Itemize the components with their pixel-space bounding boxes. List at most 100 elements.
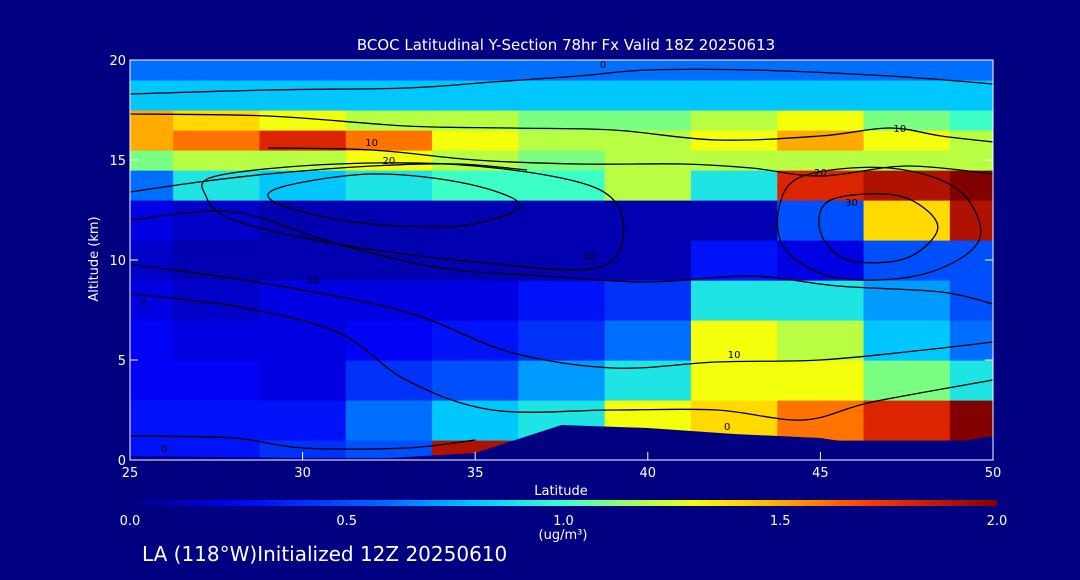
heatmap-cell [777, 150, 865, 171]
contour-label: 10 [307, 276, 320, 287]
heatmap-cell [863, 110, 951, 131]
heatmap-cell [949, 200, 993, 241]
heatmap-cell [863, 130, 951, 151]
heatmap-cell [949, 280, 993, 321]
heatmap-cell [777, 110, 865, 131]
heatmap-cell [345, 200, 433, 241]
heatmap-cell [432, 360, 519, 401]
heatmap-cell [777, 80, 865, 111]
colorbar-tick-label: 0.0 [120, 514, 141, 529]
heatmap-cell [345, 440, 433, 460]
heatmap-cell [863, 400, 951, 441]
heatmap-cell [604, 130, 692, 151]
heatmap-cell [777, 130, 865, 151]
heatmap-cell [432, 110, 519, 131]
contour-line [130, 435, 476, 450]
heatmap-cell [259, 80, 347, 111]
colorbar [130, 500, 997, 506]
heatmap-cell [518, 170, 606, 201]
heatmap-cell [345, 60, 433, 81]
heatmap-cell [130, 170, 174, 201]
heatmap-cell [432, 280, 519, 321]
contour-label: 20 [583, 252, 596, 263]
heatmap-cell [130, 130, 174, 151]
contour-line [130, 68, 993, 95]
heatmap-cell [432, 60, 519, 81]
x-tick-label: 50 [985, 466, 1002, 481]
heatmap-cell [604, 360, 692, 401]
heatmap-cell [345, 360, 433, 401]
y-tick-label: 15 [109, 154, 126, 169]
heatmap-cell [130, 400, 174, 441]
contour-line [818, 193, 939, 264]
heatmap-cell [345, 400, 433, 441]
heatmap-cell [130, 200, 174, 241]
heatmap-cell [518, 130, 606, 151]
heatmap-cell [130, 60, 174, 81]
heatmap-cell [949, 150, 993, 171]
heatmap-cell [604, 280, 692, 321]
x-tick-label: 45 [812, 466, 829, 481]
contour-label: 20 [383, 156, 396, 167]
heatmap-cell [173, 60, 261, 81]
heatmap-cell [518, 320, 606, 361]
contour-line [201, 162, 625, 271]
contour-label: 0 [600, 60, 606, 71]
heatmap-cell [259, 110, 347, 131]
colorbar-tick-label: 1.5 [770, 514, 791, 529]
heatmap-cell [259, 400, 347, 441]
heatmap-cell [345, 110, 433, 131]
heatmap-cell [777, 60, 865, 81]
x-tick-label: 35 [467, 466, 484, 481]
y-tick-label: 0 [118, 454, 126, 469]
contour-labels: 0 10 20 20 10 30 20 10 0 10 0 0 [141, 60, 907, 455]
y-axis: 0 5 10 15 20 [109, 54, 993, 469]
x-tick-label: 25 [122, 466, 139, 481]
heatmap-cell [259, 280, 347, 321]
heatmap-cell [604, 150, 692, 171]
contour-line [130, 113, 993, 143]
heatmap-cell [863, 360, 951, 401]
contour-label: 20 [814, 168, 827, 179]
heatmap-cell [173, 80, 261, 111]
heatmap-cell [604, 240, 692, 281]
y-tick-label: 20 [109, 54, 126, 69]
init-caption: LA (118°W)Initialized 12Z 20250610 [142, 542, 508, 566]
heatmap-cell [690, 200, 778, 241]
heatmap-cell [345, 320, 433, 361]
heatmap-cell [130, 280, 174, 321]
heatmap-cell [949, 170, 993, 201]
contour-label: 10 [365, 138, 378, 149]
heatmap-cell [345, 130, 433, 151]
colorbar-ticks: 0.0 0.5 1.0 1.5 2.0 [120, 514, 1008, 529]
heatmap-cell [173, 150, 261, 171]
contour-label: 10 [728, 350, 741, 361]
heatmap-cell [173, 400, 261, 441]
chart-title: BCOC Latitudinal Y-Section 78hr Fx Valid… [357, 36, 775, 54]
heatmap-cell [173, 110, 261, 131]
heatmap-cell [130, 80, 174, 111]
colorbar-tick-label: 1.0 [553, 514, 574, 529]
x-axis-label: Latitude [534, 484, 588, 499]
x-tick-label: 30 [294, 466, 311, 481]
heatmap-cell [173, 280, 261, 321]
heatmap-cell [173, 170, 261, 201]
heatmap-cell [690, 110, 778, 131]
heatmap-cell [949, 400, 993, 441]
heatmap-cell [863, 200, 951, 241]
heatmap-cell [259, 150, 347, 171]
contour-line [130, 293, 993, 421]
x-tick-label: 40 [640, 466, 657, 481]
heatmap-cell [259, 130, 347, 151]
heatmap-cell [949, 320, 993, 361]
contour-label: 0 [161, 444, 167, 455]
contour-label: 30 [845, 198, 858, 209]
heatmap-cell [863, 80, 951, 111]
contour-line [268, 147, 993, 177]
heatmap-cell [690, 60, 778, 81]
heatmap-cell [863, 170, 951, 201]
contour-label: 0 [724, 422, 730, 433]
terrain-mask [130, 425, 993, 460]
